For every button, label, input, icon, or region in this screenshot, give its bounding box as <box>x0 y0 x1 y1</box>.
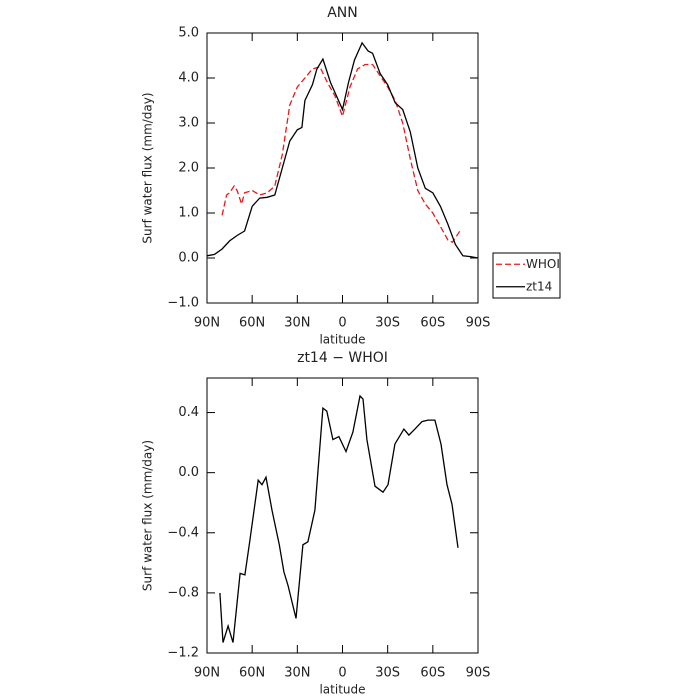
data-line <box>206 41 479 259</box>
x-tick-label: 30N <box>284 316 310 331</box>
y-tick-label: −0.4 <box>167 525 199 540</box>
y-tick-label: 1.0 <box>178 206 199 221</box>
y-tick-label: 4.0 <box>178 71 199 86</box>
x-tick-label: 0 <box>338 316 346 331</box>
x-tick-label: 90S <box>466 666 491 681</box>
x-axis-label: latitude <box>319 333 365 347</box>
plot-frame <box>206 377 479 654</box>
legend-box <box>492 252 561 299</box>
x-tick-label: 0 <box>338 666 346 681</box>
y-tick-label: 0.0 <box>178 465 199 480</box>
x-axis-label: latitude <box>319 683 365 697</box>
x-tick-label: 60N <box>239 316 265 331</box>
y-tick-label: 3.0 <box>178 116 199 131</box>
legend-label: WHOI <box>526 257 560 271</box>
data-line <box>221 63 461 244</box>
x-tick-label: 30S <box>375 316 400 331</box>
x-tick-label: 90S <box>466 316 491 331</box>
panel-title: zt14 − WHOI <box>297 350 388 366</box>
y-tick-label: −0.8 <box>167 585 199 600</box>
x-tick-label: 60S <box>420 666 445 681</box>
y-tick-label: 0.0 <box>178 251 199 266</box>
x-tick-label: 30S <box>375 666 400 681</box>
y-tick-label: 5.0 <box>178 26 199 41</box>
data-line <box>219 394 459 643</box>
x-tick-label: 90N <box>194 316 220 331</box>
legend-label: zt14 <box>526 279 552 293</box>
y-tick-label: −1.0 <box>167 296 199 311</box>
y-axis-label: Surf water flux (mm/day) <box>141 440 155 591</box>
x-tick-label: 30N <box>284 666 310 681</box>
x-tick-label: 60S <box>420 316 445 331</box>
y-tick-label: −1.2 <box>167 646 199 661</box>
y-tick-label: 2.0 <box>178 161 199 176</box>
x-tick-label: 90N <box>194 666 220 681</box>
panel-title: ANN <box>327 5 358 21</box>
y-tick-label: 0.4 <box>178 405 199 420</box>
y-axis-label: Surf water flux (mm/day) <box>141 92 155 243</box>
plot-frame <box>206 32 479 304</box>
x-tick-label: 60N <box>239 666 265 681</box>
